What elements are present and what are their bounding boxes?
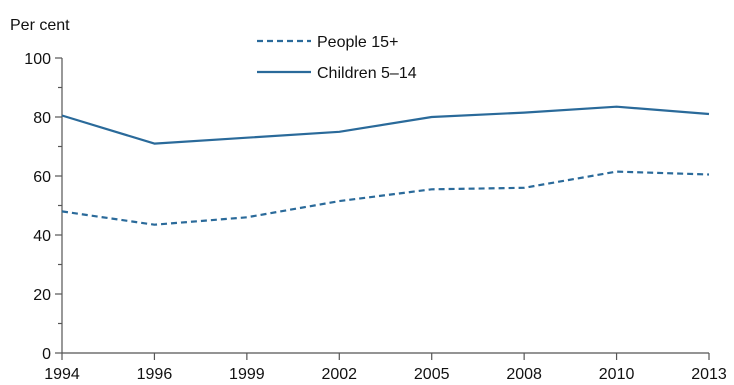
y-axis: 0 20 40 60 80 100	[24, 51, 63, 363]
series-layer	[61, 105, 710, 226]
series-line-2	[61, 105, 710, 145]
x-tick-label: 2013	[691, 366, 727, 383]
x-tick-label: 1994	[44, 366, 80, 383]
legend: People 15+ Children 5–14	[257, 34, 417, 82]
y-axis-title: Per cent	[10, 17, 70, 34]
y-tick-label: 20	[33, 287, 51, 304]
y-tick-label: 0	[42, 346, 51, 363]
y-tick-label: 60	[33, 169, 51, 186]
x-axis: 1994 1996 1999 2002 2005 2008 2010 2013	[44, 352, 727, 383]
x-tick-label: 2002	[321, 366, 357, 383]
legend-label-1: People 15+	[317, 34, 398, 51]
x-tick-label: 2008	[506, 366, 542, 383]
x-tick-label: 1999	[229, 366, 265, 383]
y-tick-label: 40	[33, 228, 51, 245]
x-tick-label: 2010	[599, 366, 635, 383]
y-tick-label: 80	[33, 110, 51, 127]
x-tick-label: 1996	[137, 366, 173, 383]
y-tick-label: 100	[24, 51, 51, 68]
legend-label-2: Children 5–14	[317, 65, 417, 82]
x-tick-label: 2005	[414, 366, 450, 383]
series-line-1	[61, 170, 710, 226]
